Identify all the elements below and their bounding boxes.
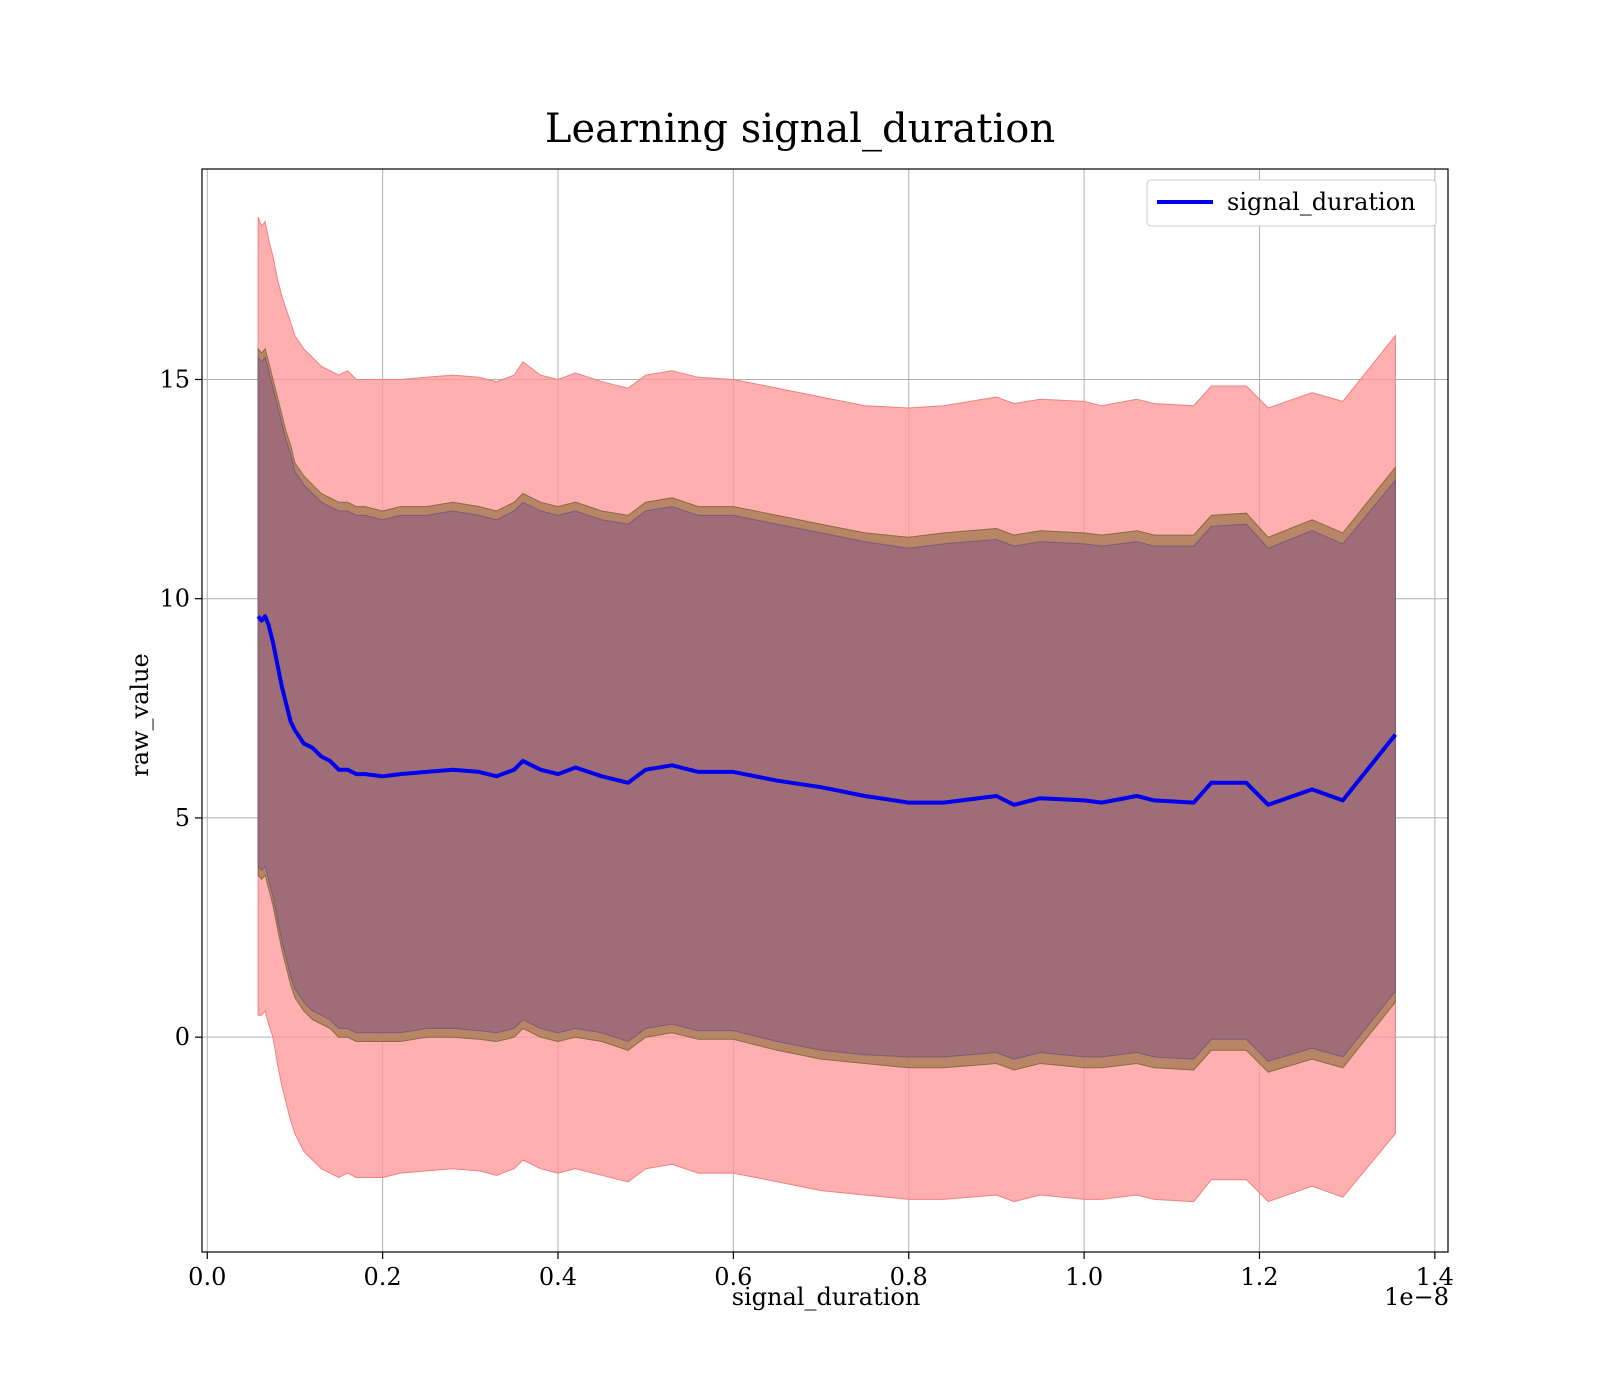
legend-label: signal_duration: [1227, 188, 1416, 216]
x-tick-label: 1.0: [1065, 1263, 1103, 1291]
x-axis: 0.0 0.2 0.4 0.6 0.8 1.0 1.2 1.4: [188, 1252, 1454, 1291]
y-axis: 0 5 10 15: [159, 365, 202, 1051]
y-tick-label: 0: [175, 1023, 190, 1051]
x-axis-offset-label: 1e−8: [1384, 1283, 1449, 1311]
x-tick-label: 0.8: [890, 1263, 928, 1291]
bands: [257, 217, 1396, 1203]
x-tick-label: 0.2: [364, 1263, 402, 1291]
plot-frame: [201, 168, 1449, 1253]
y-axis-label: raw_value: [126, 653, 154, 777]
y-tick-label: 5: [175, 804, 190, 832]
x-axis-label: signal_duration: [732, 1283, 921, 1311]
lines: [256, 614, 1397, 807]
band-inner: [257, 356, 1396, 1062]
x-tick-label: 1.2: [1240, 1263, 1278, 1291]
series-line-signal-duration: [256, 614, 1397, 807]
y-tick-label: 15: [159, 365, 190, 393]
chart-title: Learning signal_duration: [545, 106, 1055, 152]
x-tick-label: 0.6: [714, 1263, 752, 1291]
x-tick-label: 0.4: [539, 1263, 577, 1291]
y-tick-label: 10: [159, 585, 190, 613]
legend: signal_duration: [1146, 179, 1437, 227]
x-tick-label: 0.0: [188, 1263, 226, 1291]
legend-box: [1146, 179, 1437, 227]
x-tick-label: 1.4: [1416, 1263, 1454, 1291]
